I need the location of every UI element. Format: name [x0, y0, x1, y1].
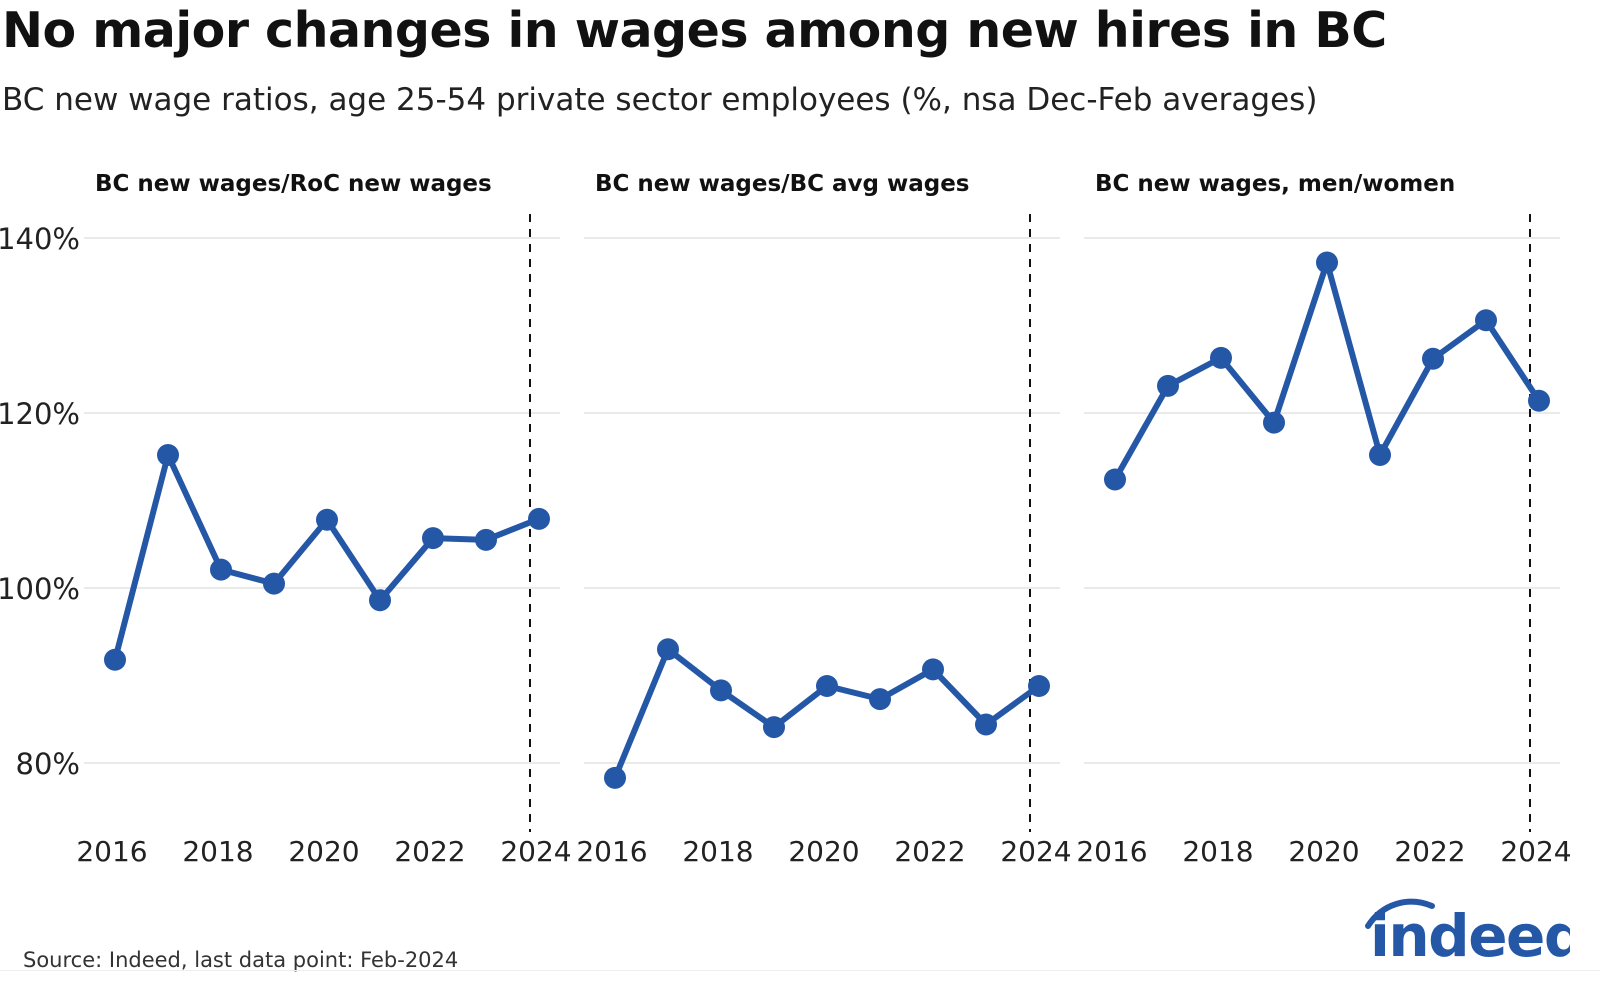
data-point — [1104, 468, 1126, 491]
x-tick-label: 2022 — [394, 835, 465, 868]
indeed-logo-text: indeed — [1370, 902, 1570, 962]
data-point — [816, 675, 838, 697]
data-point — [604, 766, 626, 789]
x-tick-label: 2020 — [788, 835, 859, 868]
data-point — [975, 713, 997, 736]
data-point — [1210, 346, 1232, 369]
x-tick-label: 2022 — [894, 835, 965, 868]
data-point — [1157, 374, 1179, 397]
series-line — [612, 646, 1042, 781]
x-tick-label: 2018 — [682, 835, 753, 868]
x-tick-label: 2024 — [1000, 835, 1071, 868]
source-note: Source: Indeed, last data point: Feb-202… — [23, 948, 459, 972]
x-tick-label: 2018 — [1182, 835, 1253, 868]
y-tick-label: 80% — [16, 747, 80, 781]
footer-divider — [0, 970, 1600, 971]
data-point — [1528, 389, 1550, 412]
x-tick-label: 2024 — [1500, 835, 1571, 868]
data-point — [657, 638, 679, 661]
x-tick-label: 2016 — [576, 835, 647, 868]
data-point — [475, 528, 497, 551]
x-tick-label: 2022 — [1394, 835, 1465, 868]
data-point — [922, 658, 944, 681]
x-tick-label: 2020 — [1288, 835, 1359, 868]
data-point — [104, 648, 126, 671]
data-point — [710, 679, 732, 702]
indeed-logo-arc — [1365, 898, 1435, 929]
y-tick-label: 100% — [0, 572, 80, 606]
data-point — [316, 508, 338, 531]
panel-title: BC new wages/BC avg wages — [595, 171, 970, 197]
data-point — [1369, 444, 1391, 466]
data-point — [763, 716, 785, 739]
data-point — [157, 444, 179, 466]
chart-subtitle: BC new wage ratios, age 25-54 private se… — [2, 82, 1318, 118]
series-line — [1112, 259, 1542, 483]
data-point — [528, 507, 550, 530]
data-point — [1028, 675, 1050, 697]
data-point — [210, 558, 232, 581]
data-point — [1422, 347, 1444, 370]
data-point — [1263, 411, 1285, 434]
data-point — [1475, 309, 1497, 332]
series-line — [112, 452, 542, 663]
data-point — [263, 572, 285, 595]
chart-area: BC new wages/RoC new wages 80% 100% 120% 140… — [0, 171, 1572, 868]
data-point — [422, 527, 444, 550]
panel-title: BC new wages, men/women — [1095, 171, 1455, 197]
panel-title: BC new wages/RoC new wages — [95, 171, 492, 197]
indeed-logo: indeed — [1365, 898, 1570, 962]
data-point — [1316, 251, 1338, 274]
x-tick-label: 2020 — [288, 835, 359, 868]
x-tick-label: 2024 — [500, 835, 571, 868]
x-tick-label: 2016 — [76, 835, 147, 868]
x-tick-label: 2016 — [1076, 835, 1147, 868]
y-tick-label: 140% — [0, 222, 80, 256]
data-point — [369, 589, 391, 612]
x-tick-label: 2018 — [182, 835, 253, 868]
y-tick-label: 120% — [0, 397, 80, 431]
chart-title: No major changes in wages among new hire… — [2, 2, 1387, 59]
data-point — [869, 688, 891, 711]
